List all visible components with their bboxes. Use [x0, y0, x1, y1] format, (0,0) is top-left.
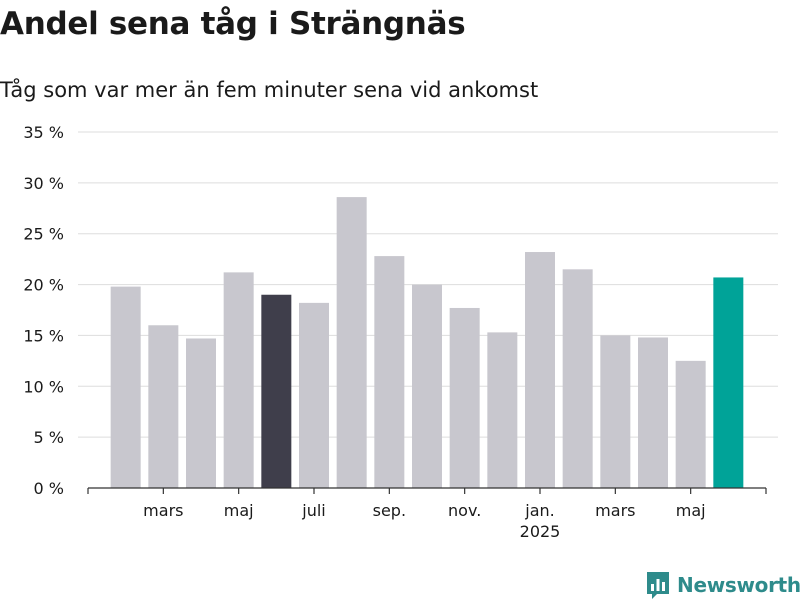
bar [186, 338, 216, 488]
bar [600, 335, 631, 488]
chart-subtitle: Tåg som var mer än fem minuter sena vid … [0, 78, 539, 102]
bar [638, 337, 668, 488]
x-tick-label: maj [224, 501, 254, 520]
y-tick-label: 20 % [23, 276, 64, 295]
x-tick-year-label: 2025 [520, 522, 561, 541]
y-tick-label: 0 % [34, 479, 64, 498]
x-tick-label: juli [301, 501, 325, 520]
bar [110, 286, 141, 488]
bar [525, 252, 555, 488]
bar [299, 302, 329, 488]
bar [713, 277, 744, 488]
y-tick-label: 35 % [23, 123, 64, 142]
bar [449, 307, 480, 488]
bar [336, 197, 367, 488]
y-tick-label: 30 % [23, 174, 64, 193]
x-tick-label: mars [143, 501, 183, 520]
x-tick-label: mars [595, 501, 635, 520]
chart-title: Andel sena tåg i Strängnäs [0, 6, 466, 42]
x-tick-label: jan. [524, 501, 554, 520]
bar [261, 294, 292, 488]
bar [487, 332, 518, 488]
bar [223, 272, 254, 488]
y-tick-label: 15 % [23, 326, 64, 345]
bar [412, 284, 442, 488]
bar [675, 360, 706, 488]
bar [374, 256, 405, 488]
bar [148, 325, 179, 488]
x-tick-label: sep. [373, 501, 406, 520]
brand-name: Newsworthy [677, 573, 800, 597]
y-tick-label: 25 % [23, 225, 64, 244]
y-tick-label: 10 % [23, 377, 64, 396]
y-tick-label: 5 % [34, 428, 64, 447]
x-tick-label: nov. [448, 501, 481, 520]
bar [562, 269, 593, 488]
x-tick-label: maj [676, 501, 706, 520]
bar-chart-speech-bubble-icon [647, 572, 669, 599]
newsworthy-logo: Newsworthy [645, 570, 800, 600]
